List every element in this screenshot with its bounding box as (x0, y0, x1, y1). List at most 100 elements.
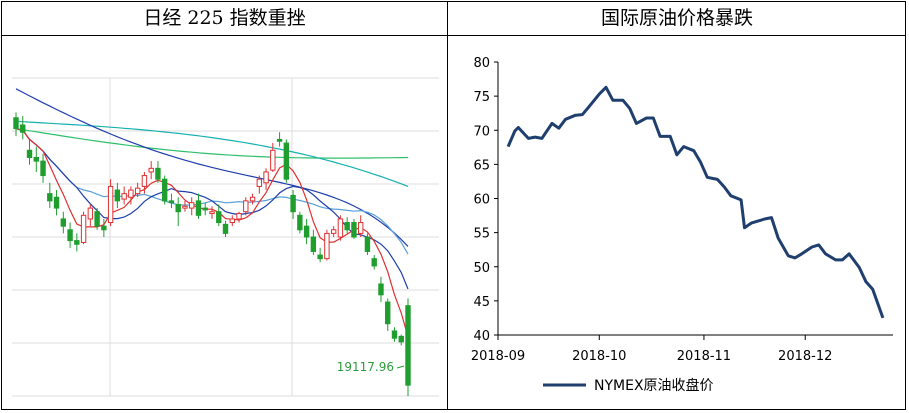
candle (222, 220, 229, 237)
candle (243, 197, 249, 216)
candle (134, 182, 141, 198)
candle (276, 132, 283, 147)
candle (391, 327, 398, 342)
candle (270, 143, 276, 172)
candle-body (33, 157, 39, 162)
candle-body (60, 218, 67, 227)
candle (256, 175, 263, 194)
candle-body (121, 193, 127, 200)
candle-body (351, 222, 357, 238)
right-panel-title: 国际原油价格暴跌 (600, 7, 753, 29)
candle-body (276, 138, 283, 142)
candle (148, 161, 154, 180)
candle-body (263, 171, 269, 184)
x-tick-label: 2018-09 (471, 349, 525, 364)
candle-body (364, 236, 371, 252)
ma120-line (15, 128, 409, 159)
candle-body (134, 187, 141, 195)
candle-body (195, 200, 202, 216)
candle (249, 193, 256, 205)
candle (324, 229, 330, 261)
candle (236, 211, 242, 223)
x-tick-label: 2018-12 (778, 349, 832, 364)
x-tick-label: 2018-10 (572, 349, 626, 364)
candle-body (317, 254, 323, 260)
candle (229, 215, 235, 227)
candle (80, 211, 87, 245)
candle (161, 175, 168, 205)
y-tick-label: 60 (473, 193, 490, 208)
candle-body (270, 149, 276, 171)
y-tick-label: 50 (473, 261, 490, 276)
candle (283, 139, 290, 183)
candle (330, 226, 337, 237)
y-tick-label: 40 (473, 329, 490, 344)
candle (60, 211, 67, 234)
y-tick-label: 55 (473, 227, 490, 242)
candle (310, 229, 317, 256)
candle-body (229, 218, 235, 224)
candle-body (168, 200, 175, 204)
left-panel-title: 日经 225 指数重挫 (143, 7, 306, 29)
candle-body (283, 142, 290, 180)
candle (182, 200, 188, 212)
legend: NYMEX原油收盘价 (543, 377, 714, 394)
y-tick-label: 45 (473, 295, 490, 310)
candle-body (216, 211, 222, 224)
y-tick-label: 65 (473, 158, 490, 173)
candle (297, 211, 303, 234)
candle (195, 193, 202, 219)
ma20-line (15, 128, 409, 255)
candle (351, 218, 357, 239)
candle (74, 233, 80, 252)
candle (303, 218, 310, 245)
candle (378, 276, 384, 303)
last-value-label: 19117.96 (337, 360, 394, 374)
candle (114, 182, 121, 209)
oil-price-series-line (506, 85, 885, 319)
candle-body (290, 194, 296, 213)
candle-body (182, 205, 188, 209)
candle (53, 190, 60, 216)
candle (47, 182, 53, 209)
candle-body (20, 124, 26, 133)
candle (371, 255, 377, 270)
candle (94, 208, 100, 230)
candle-body (236, 213, 242, 220)
header-divider (1, 35, 906, 36)
candle-body (67, 229, 73, 242)
candle-body (398, 335, 404, 343)
candle (128, 186, 134, 205)
candle-body (189, 202, 195, 209)
candle-body (378, 283, 384, 296)
candle-body (243, 200, 249, 213)
candle-body (330, 229, 337, 234)
oil-price-line-chart: 40 45 50 55 60 65 70 75 80 2018-09 2018-10 2018-11 2… (471, 56, 893, 394)
candle-body (357, 222, 364, 234)
candle (216, 204, 222, 227)
candle-body (310, 236, 317, 252)
ma5-line (15, 128, 409, 337)
candle-body (155, 167, 161, 180)
candle (26, 139, 33, 165)
candle (121, 186, 127, 205)
candle (40, 153, 46, 183)
candle-body (74, 240, 80, 245)
y-tick-label: 70 (473, 124, 490, 139)
candle (209, 206, 215, 219)
candle (175, 197, 181, 227)
candles (13, 112, 411, 396)
candle (189, 197, 195, 216)
candle (87, 204, 94, 227)
candle-body (87, 207, 94, 220)
candle (33, 146, 39, 172)
candle-body (222, 223, 229, 234)
candle (67, 222, 73, 248)
candle (20, 115, 26, 140)
candle (405, 298, 411, 396)
candle (364, 233, 371, 256)
candle-body (101, 225, 107, 231)
candle-body (114, 189, 121, 202)
panel-divider-vertical (447, 1, 448, 410)
